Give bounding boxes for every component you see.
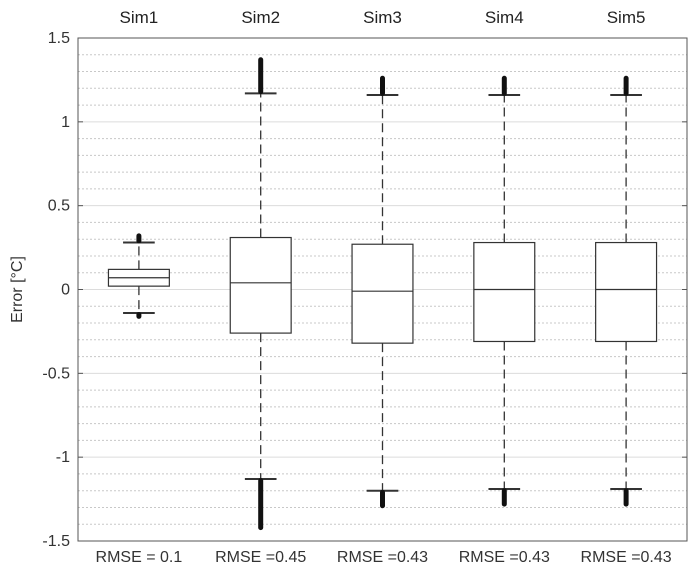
interquartile-box [230,238,291,334]
rmse-labels: RMSE = 0.1 RMSE =0.45 RMSE =0.43 RMSE =0.43… [96,549,672,566]
box-sim3 [352,78,413,506]
category-labels: Sim1 Sim2 Sim3 Sim4 Sim5 [120,8,646,27]
rmse-label: RMSE =0.45 [215,549,306,566]
category-label: Sim1 [120,8,159,27]
y-tick-label: 1.5 [48,30,70,47]
y-tick-label: 1 [61,114,70,131]
y-axis-label: Error [°C] [9,256,26,323]
box-sim1 [108,236,169,316]
rmse-label: RMSE = 0.1 [96,549,183,566]
category-label: Sim4 [485,8,524,27]
y-tick-label: 0 [61,282,70,299]
y-tick-label: -1 [56,449,70,466]
rmse-label: RMSE =0.43 [337,549,428,566]
rmse-label: RMSE =0.43 [459,549,550,566]
interquartile-box [474,243,535,342]
y-tick-label: -0.5 [42,365,70,382]
category-label: Sim2 [241,8,280,27]
category-label: Sim3 [363,8,402,27]
interquartile-box [596,243,657,342]
rmse-label: RMSE =0.43 [581,549,672,566]
y-tick-label: -1.5 [42,533,70,550]
interquartile-box [352,244,413,343]
y-tick-label: 0.5 [48,198,70,215]
category-label: Sim5 [607,8,646,27]
